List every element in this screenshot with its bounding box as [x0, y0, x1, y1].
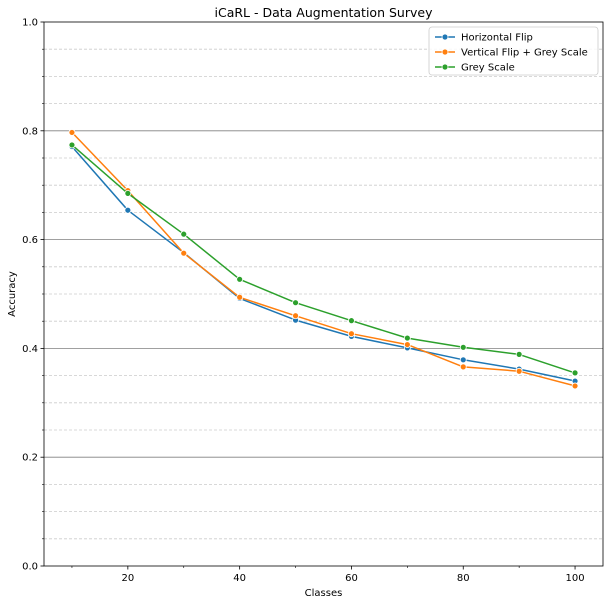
data-point — [403, 341, 411, 348]
x-tick-label: 100 — [566, 573, 585, 584]
data-point — [236, 275, 244, 283]
x-tick-label: 80 — [457, 573, 470, 584]
series-lines — [68, 129, 579, 390]
x-axis-label: Classes — [305, 588, 343, 599]
y-tick-label: 0.0 — [22, 562, 38, 573]
data-point — [348, 317, 355, 325]
y-tick-label: 0.6 — [22, 235, 38, 246]
data-point — [236, 293, 244, 301]
x-tick-label: 60 — [345, 573, 358, 584]
series-line — [71, 144, 576, 374]
series-line — [71, 131, 576, 387]
legend-marker — [441, 63, 449, 71]
data-point — [180, 230, 188, 238]
data-point — [515, 367, 523, 375]
grid-lines — [44, 48, 603, 540]
data-point — [571, 382, 579, 390]
legend-label: Grey Scale — [461, 63, 515, 74]
chart-title: iCaRL - Data Augmentation Survey — [215, 5, 434, 20]
legend-box — [428, 26, 599, 76]
y-tick-label: 0.2 — [22, 453, 38, 464]
x-tick-label: 20 — [121, 573, 134, 584]
legend-marker — [441, 33, 449, 41]
data-point — [571, 369, 579, 377]
data-point — [292, 299, 299, 307]
data-point — [515, 350, 523, 358]
data-point — [124, 206, 132, 214]
data-point — [180, 249, 188, 257]
y-tick-label: 1.0 — [22, 18, 38, 29]
series-line — [71, 146, 576, 382]
legend: Horizontal Flip Vertical Flip + Grey Scal… — [428, 26, 599, 76]
x-tick-label: 40 — [233, 573, 246, 584]
data-point — [403, 334, 411, 342]
y-tick-label: 0.4 — [22, 344, 38, 355]
data-point — [459, 356, 467, 364]
data-point — [124, 189, 132, 197]
data-point — [68, 141, 76, 149]
legend-marker — [441, 48, 449, 56]
y-tick-label: 0.8 — [22, 126, 38, 137]
data-point — [459, 343, 467, 351]
data-point — [459, 363, 467, 371]
data-point — [292, 312, 299, 320]
legend-label: Horizontal Flip — [461, 33, 533, 44]
plot-frame — [43, 21, 604, 567]
data-point — [68, 129, 76, 136]
data-point — [348, 330, 355, 338]
y-axis-label: Accuracy — [7, 271, 18, 317]
legend-label: Vertical Flip + Grey Scale — [461, 48, 588, 59]
